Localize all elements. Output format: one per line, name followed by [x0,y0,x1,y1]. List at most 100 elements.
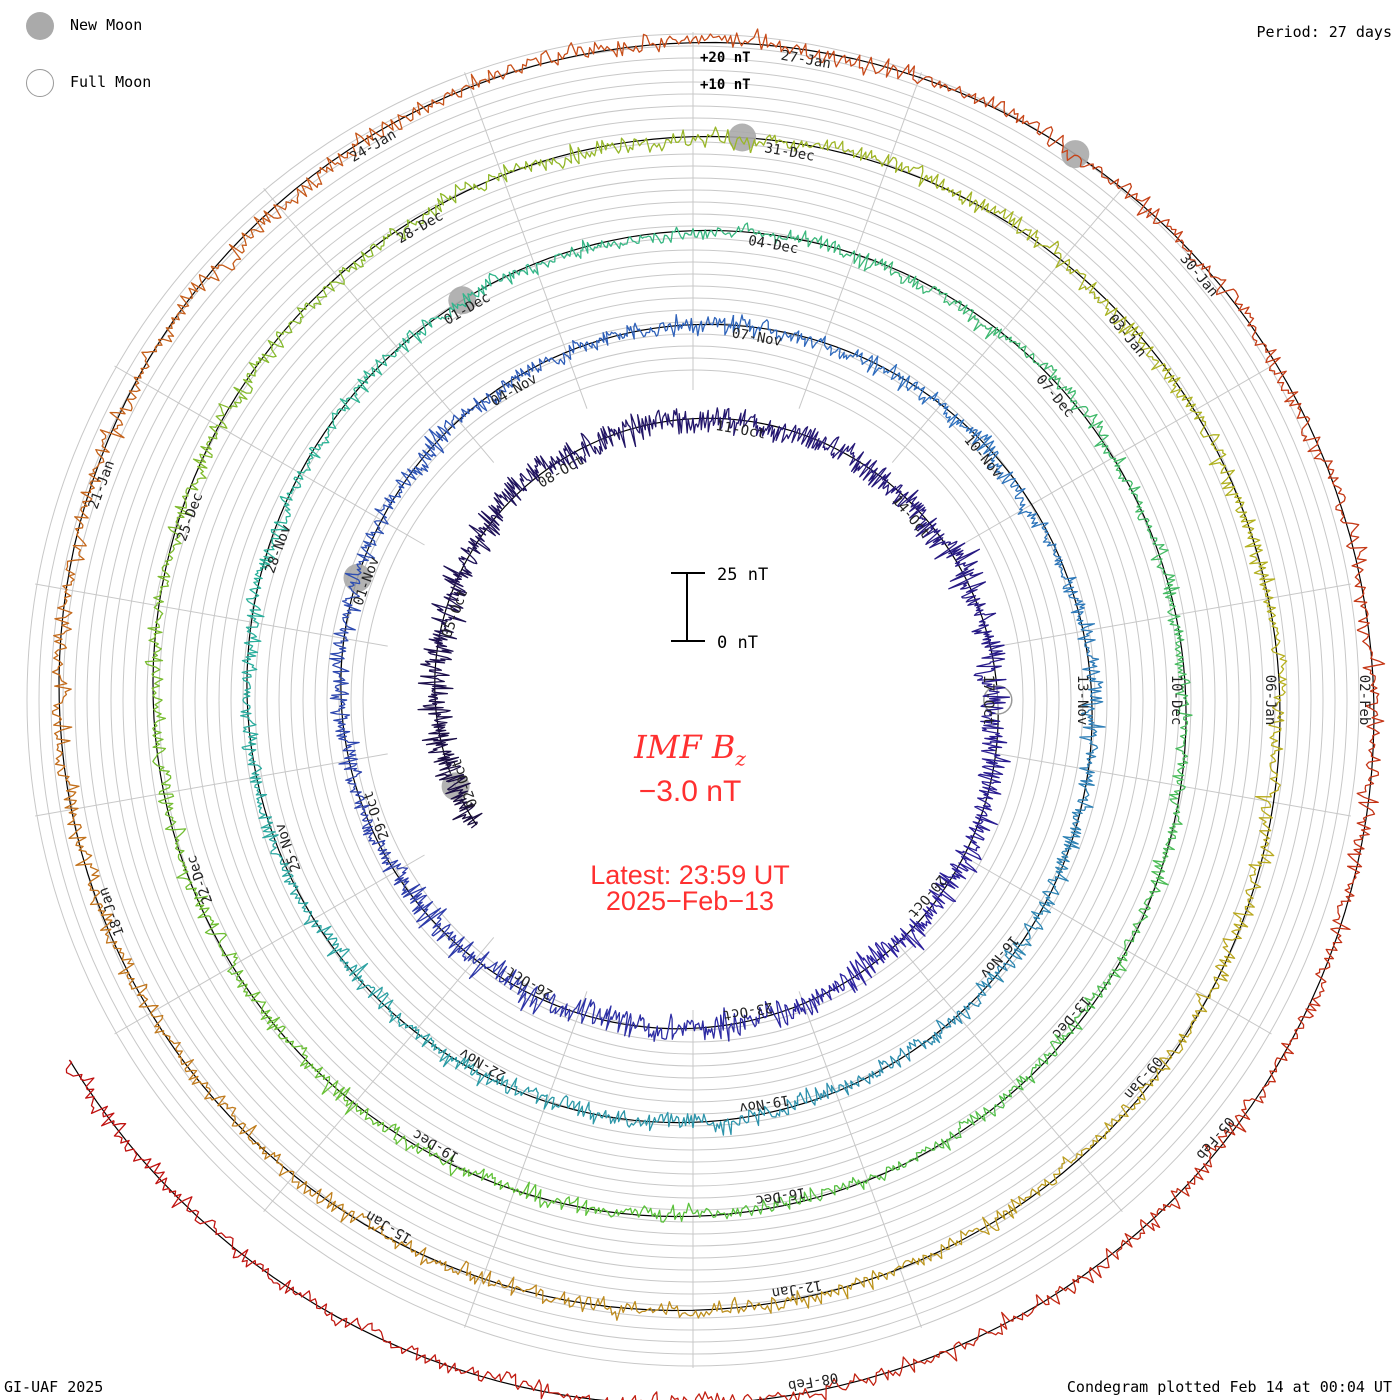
bz-trace-segment [231,1114,281,1163]
bz-trace-segment [1270,638,1288,701]
bz-trace-segment [976,1294,1039,1340]
bz-trace-segment [468,510,501,552]
bz-trace-segment [316,132,371,185]
bz-trace-segment [752,413,783,443]
bz-trace-segment [259,518,289,562]
bz-trace-segment [1175,699,1193,753]
bz-trace-segment [80,437,110,503]
bz-trace-segment [1151,361,1196,412]
bz-trace-segment [585,1200,640,1218]
bz-trace-segment [1178,993,1211,1054]
bz-trace-segment [899,908,934,951]
bz-trace-segment [367,986,402,1027]
bz-trace-segment [1123,901,1151,950]
bz-trace-segment [657,1013,694,1040]
bz-trace-segment [462,951,500,980]
latest-date: 2025−Feb−13 [605,886,775,916]
grid-spoke [35,753,388,817]
bz-trace-segment [760,33,830,63]
bz-trace-segment [928,285,974,322]
bz-trace-segment [973,668,1011,701]
ring-labels: +20 nT +10 nT [700,50,751,93]
bz-trace-segment [967,314,1016,343]
scale-bar-bottom-label: 0 nT [717,633,758,653]
bz-trace-segment [271,1279,335,1322]
bz-trace-segment [1209,938,1236,999]
bz-trace-segment [832,442,865,474]
bz-trace-segment [692,1296,758,1319]
bz-trace-segment [68,830,101,894]
date-label: 07-Nov [731,325,784,350]
bz-trace-segment [268,834,294,883]
bz-trace-segment [279,471,304,519]
bz-trace-segment [633,129,694,153]
bz-trace-segment [780,423,812,447]
bz-trace-segment [1026,229,1080,275]
bz-trace-segment [756,1290,822,1314]
bz-trace-segment [849,1161,901,1190]
bz-trace-segment [1231,880,1262,941]
bz-trace-segment [534,1184,588,1214]
bz-trace-segment [99,376,141,439]
bz-trace-segment [1301,428,1342,490]
bz-trace-segment [971,607,997,638]
bz-trace-segment [1042,861,1069,907]
bz-trace-segment [898,1138,951,1169]
grid-spoke [464,72,588,409]
bz-trace-segment [284,880,313,926]
bz-trace-segment [144,643,164,701]
bz-trace-segment [779,1087,822,1115]
bz-trace-segment [653,314,694,338]
date-label: 12-Jan [771,1276,824,1301]
grid-spoke [891,187,1123,463]
grid-spoke [798,72,922,409]
grid-spoke [798,991,922,1328]
bz-trace-segment [276,1161,333,1204]
bz-trace-segment [918,386,949,419]
grid-spoke [114,854,425,1035]
date-label: 31-Dec [763,140,816,165]
ring-label: +20 nT [700,50,751,66]
grid-spoke [263,937,495,1213]
bz-trace-segment [246,331,285,377]
bz-trace-segment [171,265,220,324]
date-label: 11-Oct [714,418,767,443]
bz-trace-segment [563,1295,630,1321]
bz-trace-segment [1220,464,1248,523]
bz-trace-segment [883,261,929,294]
bz-trace-segment [134,322,175,379]
bz-trace-segment [444,397,483,429]
bz-trace-segment [464,162,521,192]
bz-trace-segment [994,1183,1046,1231]
bz-trace-segment [1156,1163,1212,1216]
bz-trace-segment [155,1177,217,1230]
date-label: 27-Jan [780,48,833,73]
date-label: 15-Jan [363,1207,415,1246]
bz-trace-segment [948,571,987,609]
imf-title-subscript: z [735,746,746,771]
bz-trace-segment [638,1202,694,1223]
bz-trace-segment [874,933,917,964]
full-moon-icon [26,69,54,97]
bz-trace-segment [1071,783,1095,824]
bz-trace-segment [758,1000,795,1028]
bz-trace-segment [1026,120,1083,168]
bz-trace-segment [993,1075,1036,1117]
bz-trace-segment [112,1120,165,1185]
zero-line [58,41,1375,1400]
bz-trace-segment [1150,547,1180,599]
bz-trace-segment [488,491,517,526]
legend-full-moon-label: Full Moon [70,73,152,91]
bz-trace-segment [820,1270,880,1305]
bz-trace-segment [476,1071,519,1096]
bz-trace-segment [799,1181,850,1205]
bz-trace-segment [502,1276,566,1305]
bz-trace-segment [1243,1042,1294,1104]
bz-trace-segment [1017,509,1049,543]
date-label: 05-Feb [1192,1113,1237,1162]
bz-trace-segment [976,635,1006,670]
bz-trace-segment [51,633,72,701]
bz-trace-segment [326,1197,385,1236]
bz-trace-segment [1113,316,1160,363]
bz-trace-segment [828,50,899,78]
